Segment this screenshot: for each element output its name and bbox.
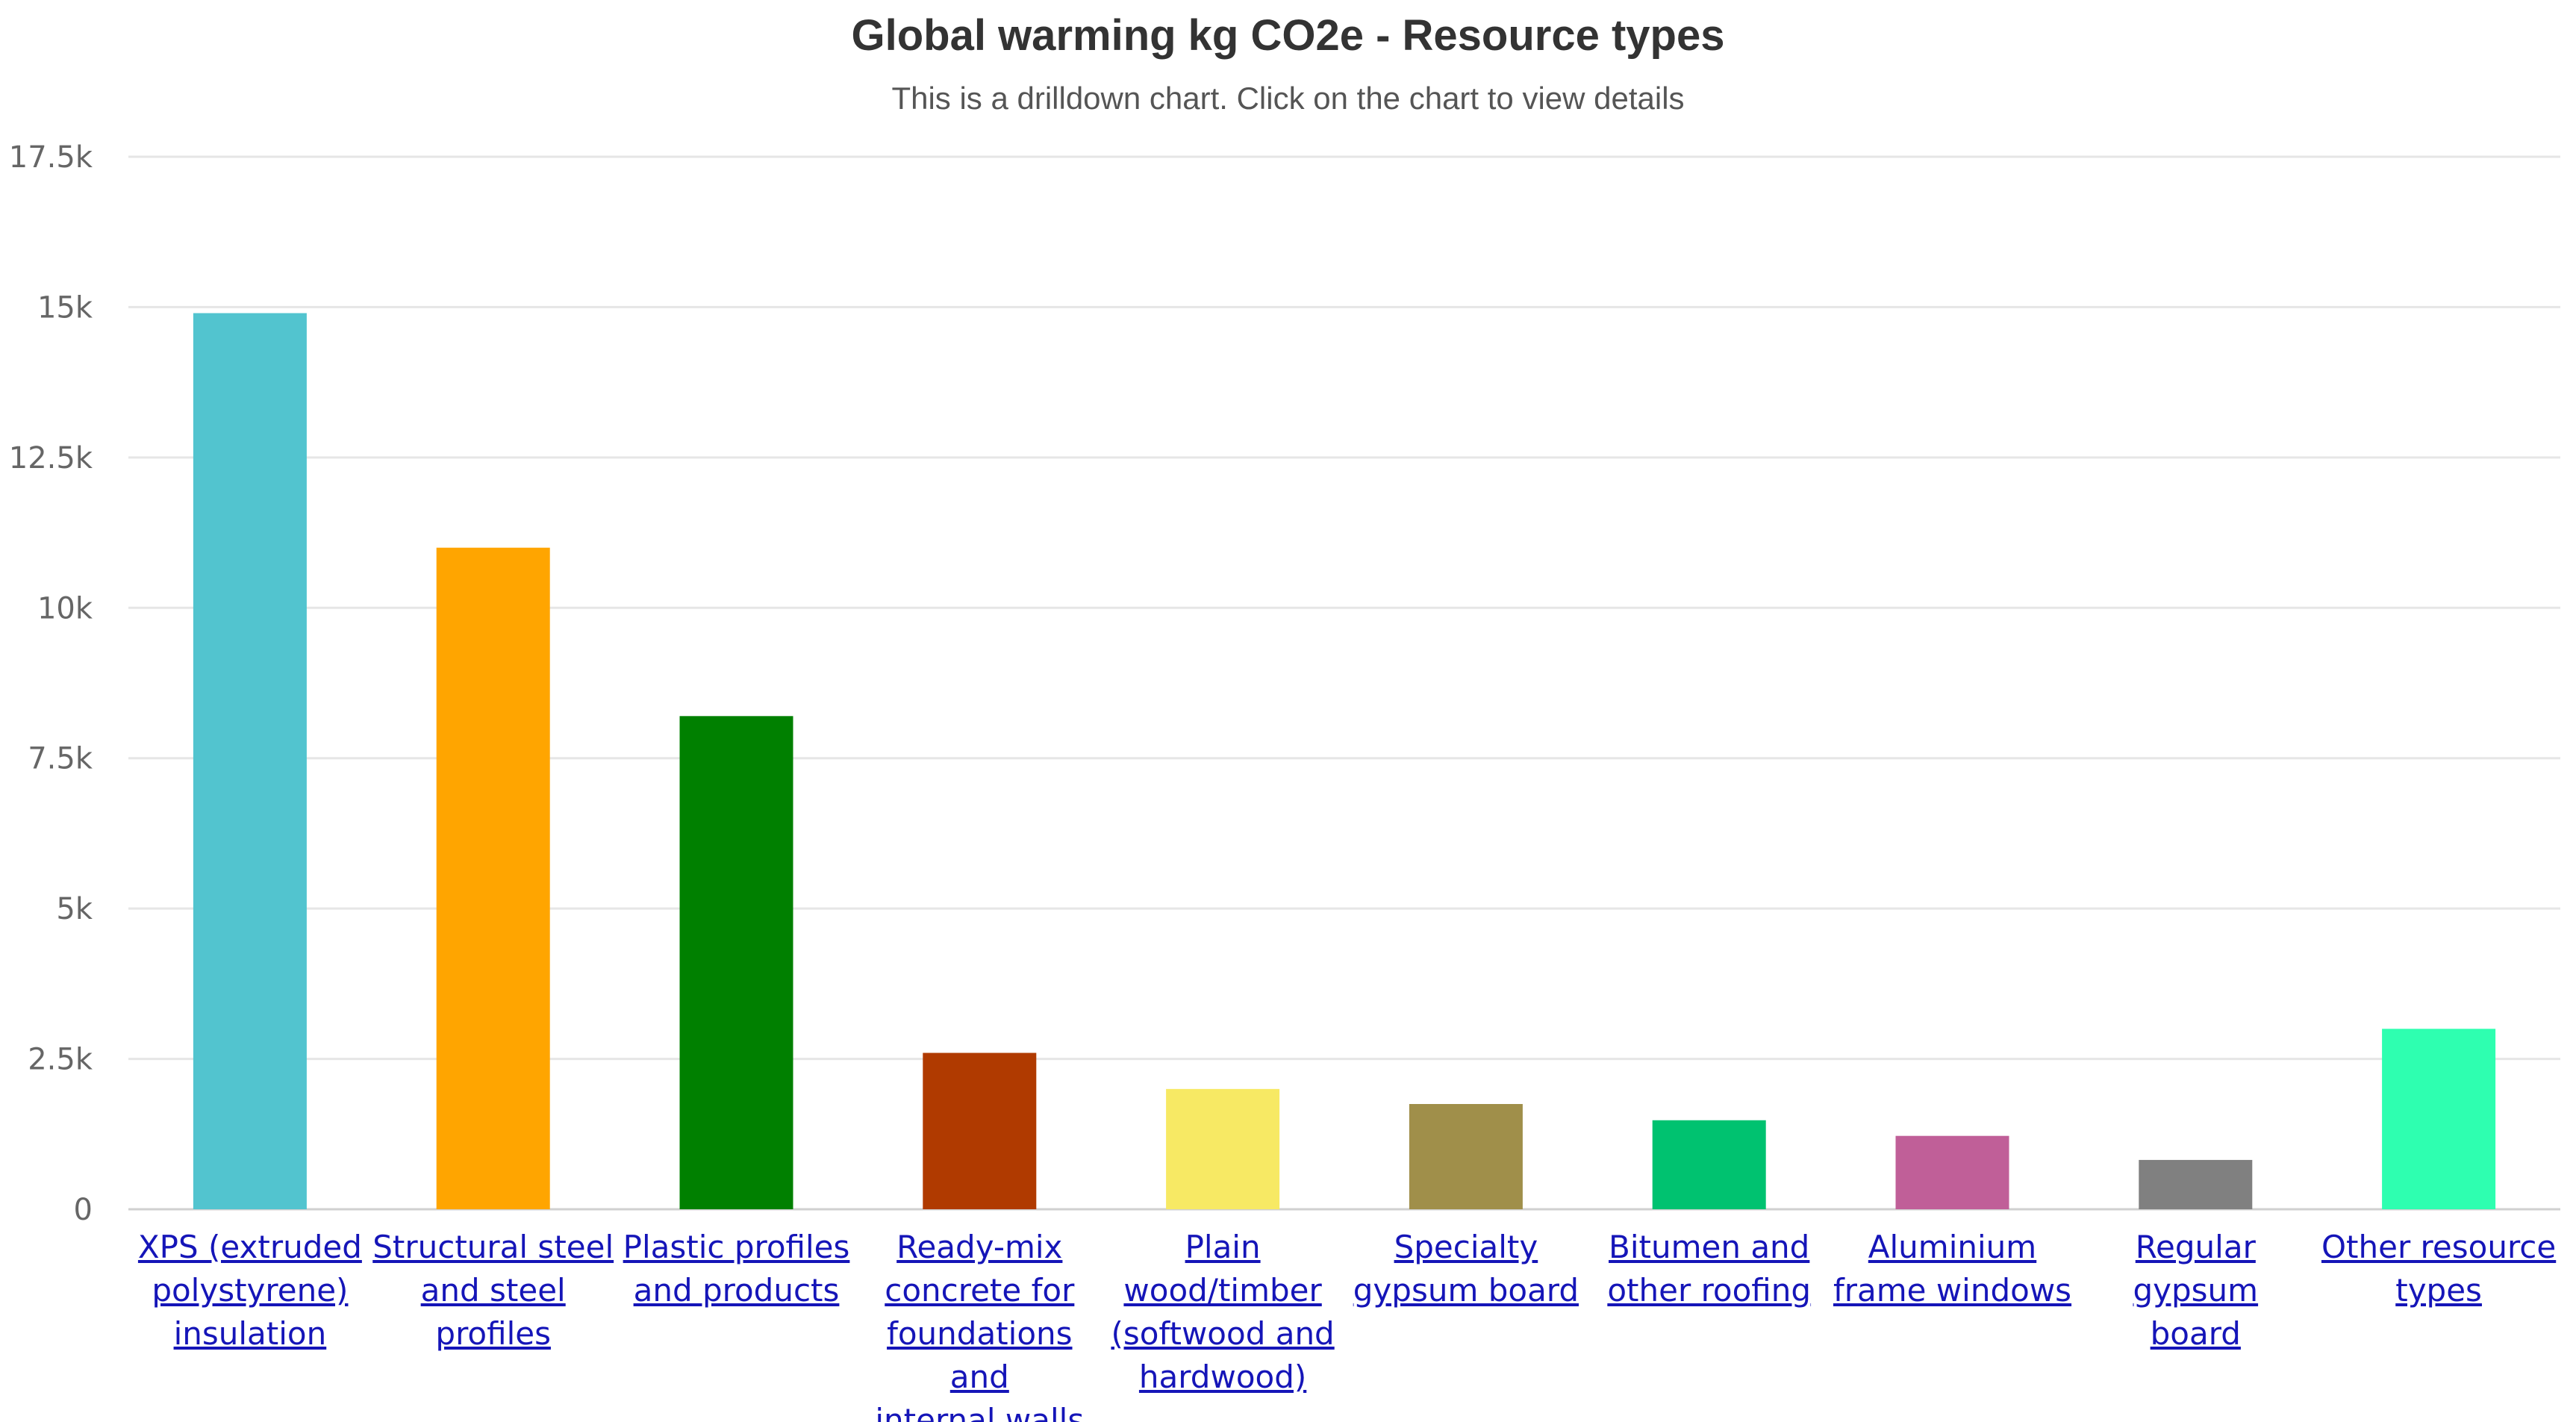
bar-4[interactable] [923, 1053, 1037, 1209]
x-category-label-line: Plain [1185, 1229, 1261, 1265]
x-category-label-line: Specialty [1394, 1229, 1538, 1265]
x-category-label-line: hardwood) [1138, 1359, 1307, 1395]
y-tick-label: 5k [56, 892, 93, 926]
y-tick-label: 0 [74, 1193, 93, 1227]
x-category-label-line: (softwood and [1111, 1315, 1335, 1352]
x-category-label-line: frame windows [1833, 1272, 2072, 1309]
x-category-label-line: and products [633, 1272, 840, 1309]
bar-5[interactable] [1166, 1088, 1280, 1209]
y-tick-label: 17.5k [9, 140, 93, 175]
bar-6[interactable] [1409, 1104, 1523, 1209]
bar-1[interactable] [193, 313, 307, 1209]
y-tick-label: 12.5k [9, 441, 93, 475]
x-category-label-7[interactable]: Bitumen and other roofing [1586, 1226, 1833, 1312]
bar-9[interactable] [2139, 1159, 2253, 1209]
bar-2[interactable] [436, 547, 550, 1209]
x-category-label-line: Ready-mix [896, 1229, 1063, 1265]
x-category-label-line: gypsum board [1353, 1272, 1579, 1309]
x-category-label-10[interactable]: Other resource types [2315, 1226, 2562, 1312]
x-category-label-line: other roofing [1607, 1272, 1812, 1309]
y-tick-label: 10k [37, 591, 93, 626]
bar-8[interactable] [1895, 1135, 2009, 1209]
y-tick-label: 7.5k [28, 742, 93, 776]
bar-3[interactable] [679, 716, 793, 1209]
x-category-label-line: Bitumen and [1609, 1229, 1810, 1265]
chart-subtitle: This is a drilldown chart. Click on the … [891, 81, 1685, 116]
bar-7[interactable] [1652, 1120, 1766, 1209]
x-category-label-1[interactable]: XPS (extruded polystyrene) insulation [127, 1226, 373, 1356]
x-category-label-line: foundations and [887, 1315, 1073, 1395]
x-category-label-line: XPS (extruded [137, 1229, 362, 1265]
x-category-label-5[interactable]: Plain wood/timber (softwood and hardwood) [1100, 1226, 1346, 1399]
x-category-label-3[interactable]: Plastic profiles and products [614, 1226, 860, 1312]
x-category-label-2[interactable]: Structural steel and steel profiles [370, 1226, 617, 1356]
x-category-label-line: Structural steel [372, 1229, 614, 1265]
x-category-label-line: board [2150, 1315, 2241, 1352]
x-category-label-line: Other resource [2321, 1229, 2557, 1265]
x-category-label-line: polystyrene) [152, 1272, 349, 1309]
x-category-label-9[interactable]: Regular gypsum board [2072, 1226, 2318, 1356]
x-category-label-6[interactable]: Specialty gypsum board [1343, 1226, 1589, 1312]
x-category-label-line: wood/timber [1123, 1272, 1322, 1309]
chart-title: Global warming kg CO2e - Resource types [851, 11, 1725, 60]
x-category-label-line: Regular gypsum [2133, 1229, 2259, 1309]
x-category-label-line: types [2395, 1272, 2482, 1309]
x-category-label-line: Plastic profiles [623, 1229, 850, 1265]
x-category-label-line: internal walls [875, 1402, 1085, 1422]
x-category-label-8[interactable]: Aluminium frame windows [1830, 1226, 2076, 1312]
x-category-label-4[interactable]: Ready-mix concrete for foundations and inte… [856, 1226, 1103, 1422]
y-tick-label: 15k [37, 290, 93, 325]
y-tick-label: 2.5k [28, 1043, 93, 1077]
x-category-label-line: insulation [173, 1315, 327, 1352]
bar-10[interactable] [2382, 1029, 2496, 1209]
x-category-label-line: Aluminium [1868, 1229, 2037, 1265]
x-category-label-line: concrete for [885, 1272, 1075, 1309]
x-category-label-line: and steel [420, 1272, 566, 1309]
x-category-label-line: profiles [435, 1315, 551, 1352]
